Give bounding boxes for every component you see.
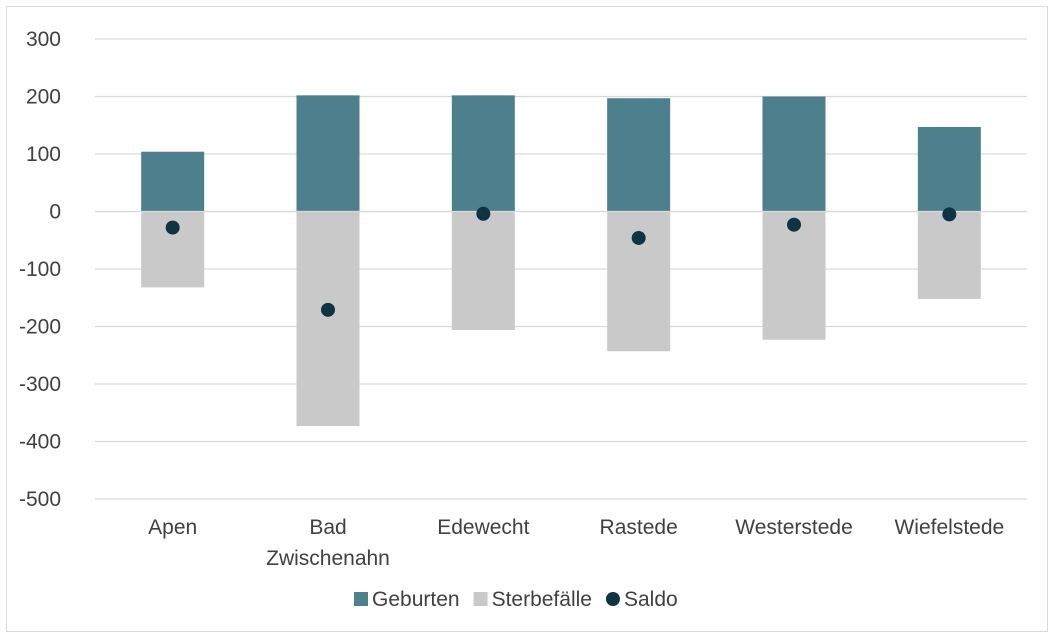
legend-swatch-geburten bbox=[354, 592, 368, 606]
saldo-marker bbox=[787, 217, 801, 232]
bar-sterbefälle bbox=[762, 211, 826, 340]
y-tick-label: -200 bbox=[19, 316, 61, 339]
bar-geburten bbox=[762, 96, 826, 212]
y-tick-label: 100 bbox=[26, 143, 61, 166]
y-axis-ticks: 300 200 100 0 -100 -200 -300 -400 -500 bbox=[19, 28, 61, 511]
legend-label: Saldo bbox=[624, 588, 678, 611]
saldo-markers-layer bbox=[165, 206, 957, 317]
x-category-label: Rastede bbox=[600, 516, 678, 539]
saldo-marker bbox=[476, 206, 491, 221]
x-category-label: Edewecht bbox=[437, 516, 529, 539]
bar-geburten bbox=[451, 95, 515, 212]
legend-label: Sterbefälle bbox=[492, 588, 592, 611]
saldo-marker bbox=[631, 230, 646, 245]
saldo-marker bbox=[942, 207, 957, 222]
legend-label: Geburten bbox=[372, 588, 460, 611]
x-category-label: Wiefelstede bbox=[894, 516, 1004, 539]
x-axis-labels: Apen Bad Zwischenahn Edewecht Rastede Westers… bbox=[148, 516, 1004, 570]
saldo-marker bbox=[165, 220, 180, 235]
y-tick-label: -100 bbox=[19, 258, 61, 281]
x-category-label: Bad bbox=[309, 516, 346, 539]
bar-geburten bbox=[917, 126, 981, 212]
y-tick-label: -500 bbox=[19, 488, 61, 511]
bar-sterbefälle bbox=[917, 211, 981, 299]
bar-geburten bbox=[141, 151, 205, 212]
chart-frame: 300 200 100 0 -100 -200 -300 -400 -500 Apen Bad Zw… bbox=[6, 6, 1048, 632]
y-tick-label: 300 bbox=[26, 28, 61, 51]
bars-layer bbox=[95, 95, 1027, 426]
bar-geburten bbox=[296, 95, 360, 212]
legend-swatch-saldo bbox=[605, 592, 620, 606]
legend: Geburten Sterbefälle Saldo bbox=[354, 588, 678, 611]
bar-sterbefälle bbox=[451, 211, 515, 330]
y-tick-label: 0 bbox=[49, 201, 61, 224]
chart-svg: 300 200 100 0 -100 -200 -300 -400 -500 Apen Bad Zw… bbox=[19, 28, 1027, 611]
x-category-label: Zwischenahn bbox=[266, 547, 390, 570]
bar-geburten bbox=[607, 98, 671, 212]
y-tick-label: 200 bbox=[26, 86, 61, 109]
y-tick-label: -300 bbox=[19, 373, 61, 396]
legend-swatch-sterbefälle bbox=[473, 592, 488, 606]
bar-sterbefälle bbox=[296, 211, 360, 426]
saldo-marker bbox=[321, 302, 335, 317]
x-category-label: Apen bbox=[148, 516, 197, 539]
x-category-label: Westerstede bbox=[735, 516, 853, 539]
grid-layer bbox=[95, 38, 1027, 500]
y-tick-label: -400 bbox=[19, 431, 61, 454]
